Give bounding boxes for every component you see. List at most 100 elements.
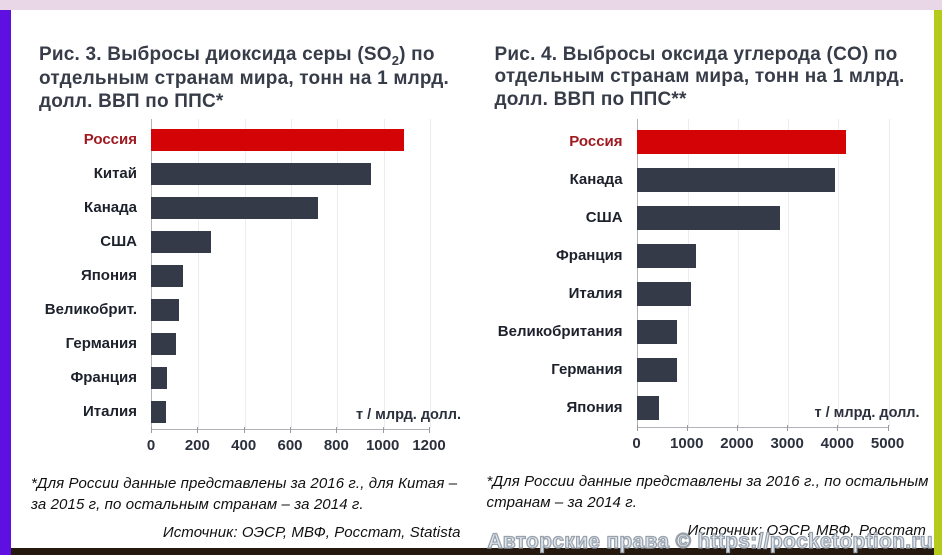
- footnote-co: *Для России данные представлены за 2016 …: [486, 472, 929, 511]
- gridline: [337, 118, 339, 429]
- bar-track: [151, 298, 429, 321]
- bar-rows: Россия Китай Канада США Япония Великобрит. Гер…: [31, 123, 465, 429]
- axis-tick: [636, 424, 638, 431]
- category-label: США: [100, 233, 137, 251]
- x-axis-unit-label: т / млрд. долл.: [355, 406, 461, 423]
- gridline: [687, 118, 689, 427]
- bar-row: Канада: [487, 161, 930, 199]
- bar-track: [151, 366, 429, 389]
- top-pink-band: [0, 0, 942, 10]
- category-label: Япония: [566, 399, 623, 417]
- bar-chart-co: Россия Канада США Франция Италия Великобритан…: [487, 118, 930, 456]
- page-content: Рис. 3. Выбросы диоксида серы (SO2) по о…: [11, 10, 934, 548]
- x-axis-unit-label: т / млрд. долл.: [814, 404, 920, 421]
- bar-track: [151, 264, 429, 287]
- x-tick-label: 1000: [670, 434, 704, 452]
- category-label: Канада: [84, 199, 137, 217]
- plot-area: Россия Канада США Франция Италия Великобритан…: [487, 118, 930, 427]
- x-tick-label: 1200: [412, 436, 446, 454]
- category-label: Великобрит.: [44, 301, 137, 319]
- bar-track: [636, 357, 888, 382]
- x-tick-label: 4000: [820, 434, 855, 452]
- bar-track: [151, 196, 429, 219]
- chart-title-co: Рис. 4. Выбросы оксида углерода (CO) по …: [495, 44, 930, 113]
- x-tick-label: 800: [323, 436, 349, 454]
- axis-tick: [837, 424, 839, 431]
- axis-tick: [686, 424, 688, 431]
- bar: [151, 264, 184, 287]
- bar-track: [151, 230, 429, 253]
- bar-track: [151, 332, 429, 355]
- bar-rows: Россия Канада США Франция Италия Великобритан…: [487, 123, 930, 427]
- bar-row: Канада: [31, 191, 465, 225]
- axis-tick: [197, 426, 199, 433]
- bar-row: США: [487, 199, 930, 237]
- plot-area: Россия Китай Канада США Япония Великобрит. Гер…: [31, 118, 465, 429]
- bar-row: Франция: [487, 237, 930, 275]
- source-co: Источник: ОЭСР, МВФ, Росстат: [687, 522, 926, 540]
- gridline: [198, 118, 200, 429]
- source-so2: Источник: ОЭСР, МВФ, Росстат, Statista: [162, 524, 461, 542]
- bar: [636, 167, 835, 192]
- bar-track: [151, 400, 429, 423]
- title-text: Рис. 3. Выбросы диоксида серы (SO: [39, 44, 392, 65]
- bar: [636, 281, 691, 306]
- category-label: Германия: [551, 361, 623, 379]
- category-label: Франция: [555, 247, 623, 265]
- x-tick-label: 2000: [720, 434, 754, 452]
- gridline: [788, 118, 790, 427]
- bar-row: США: [31, 225, 465, 259]
- axis-tick: [290, 426, 291, 433]
- axis-tick: [336, 426, 338, 433]
- category-label: Япония: [80, 267, 137, 285]
- bar-row: Япония: [31, 259, 465, 293]
- chart-panel-so2: Рис. 3. Выбросы диоксида серы (SO2) по о…: [31, 44, 465, 548]
- category-label: Россия: [83, 131, 137, 149]
- chart-title-so2: Рис. 3. Выбросы диоксида серы (SO2) по о…: [39, 44, 465, 113]
- left-purple-border: [0, 10, 11, 555]
- bar-row: Россия: [487, 123, 930, 161]
- category-label: Франция: [70, 369, 137, 387]
- bar: [151, 298, 179, 321]
- bar-row: Италия: [487, 275, 930, 313]
- bar: [151, 196, 318, 219]
- chart-panel-co: Рис. 4. Выбросы оксида углерода (CO) по …: [487, 44, 930, 548]
- bar: [151, 128, 404, 151]
- gridline: [244, 118, 246, 429]
- gridline: [383, 118, 385, 429]
- bar: [151, 400, 167, 423]
- right-lime-border: [934, 10, 942, 555]
- bar: [636, 395, 660, 420]
- axis-tick: [887, 424, 889, 431]
- title-text: Рис. 4. Выбросы оксида углерода (CO) по …: [494, 44, 905, 110]
- bar: [636, 205, 780, 230]
- bar: [151, 162, 372, 185]
- copyright-watermark: Авторские права © https://pocketoption.r…: [487, 529, 934, 553]
- category-label: Италия: [83, 403, 137, 421]
- x-tick-label: 5000: [870, 434, 905, 452]
- category-label: Китай: [93, 165, 137, 183]
- axis-tick: [151, 426, 152, 433]
- x-tick-label: 0: [632, 434, 641, 452]
- category-label: США: [585, 209, 623, 227]
- bar: [151, 230, 212, 253]
- bar: [151, 332, 177, 355]
- bar-track: [636, 395, 888, 420]
- category-label: Великобритания: [497, 323, 623, 341]
- gridline: [888, 118, 890, 427]
- bar-track: [636, 167, 888, 192]
- bar-track: [636, 205, 888, 230]
- bar-row: Китай: [31, 157, 465, 191]
- bar-row: Франция: [31, 361, 465, 395]
- bar-row: Великобритания: [487, 313, 930, 351]
- axis-tick: [736, 424, 738, 431]
- category-label: Италия: [568, 285, 623, 303]
- x-axis: т / млрд. долл. 0 1000 2000 3000 4000 5000: [632, 405, 919, 456]
- axis-tick: [429, 426, 430, 433]
- bar-track: [636, 319, 888, 344]
- gridline: [291, 118, 292, 429]
- bar-row: Италия: [31, 395, 465, 429]
- bar-track: [151, 162, 429, 185]
- bar-row: Россия: [31, 123, 465, 157]
- x-tick-label: 0: [146, 436, 156, 454]
